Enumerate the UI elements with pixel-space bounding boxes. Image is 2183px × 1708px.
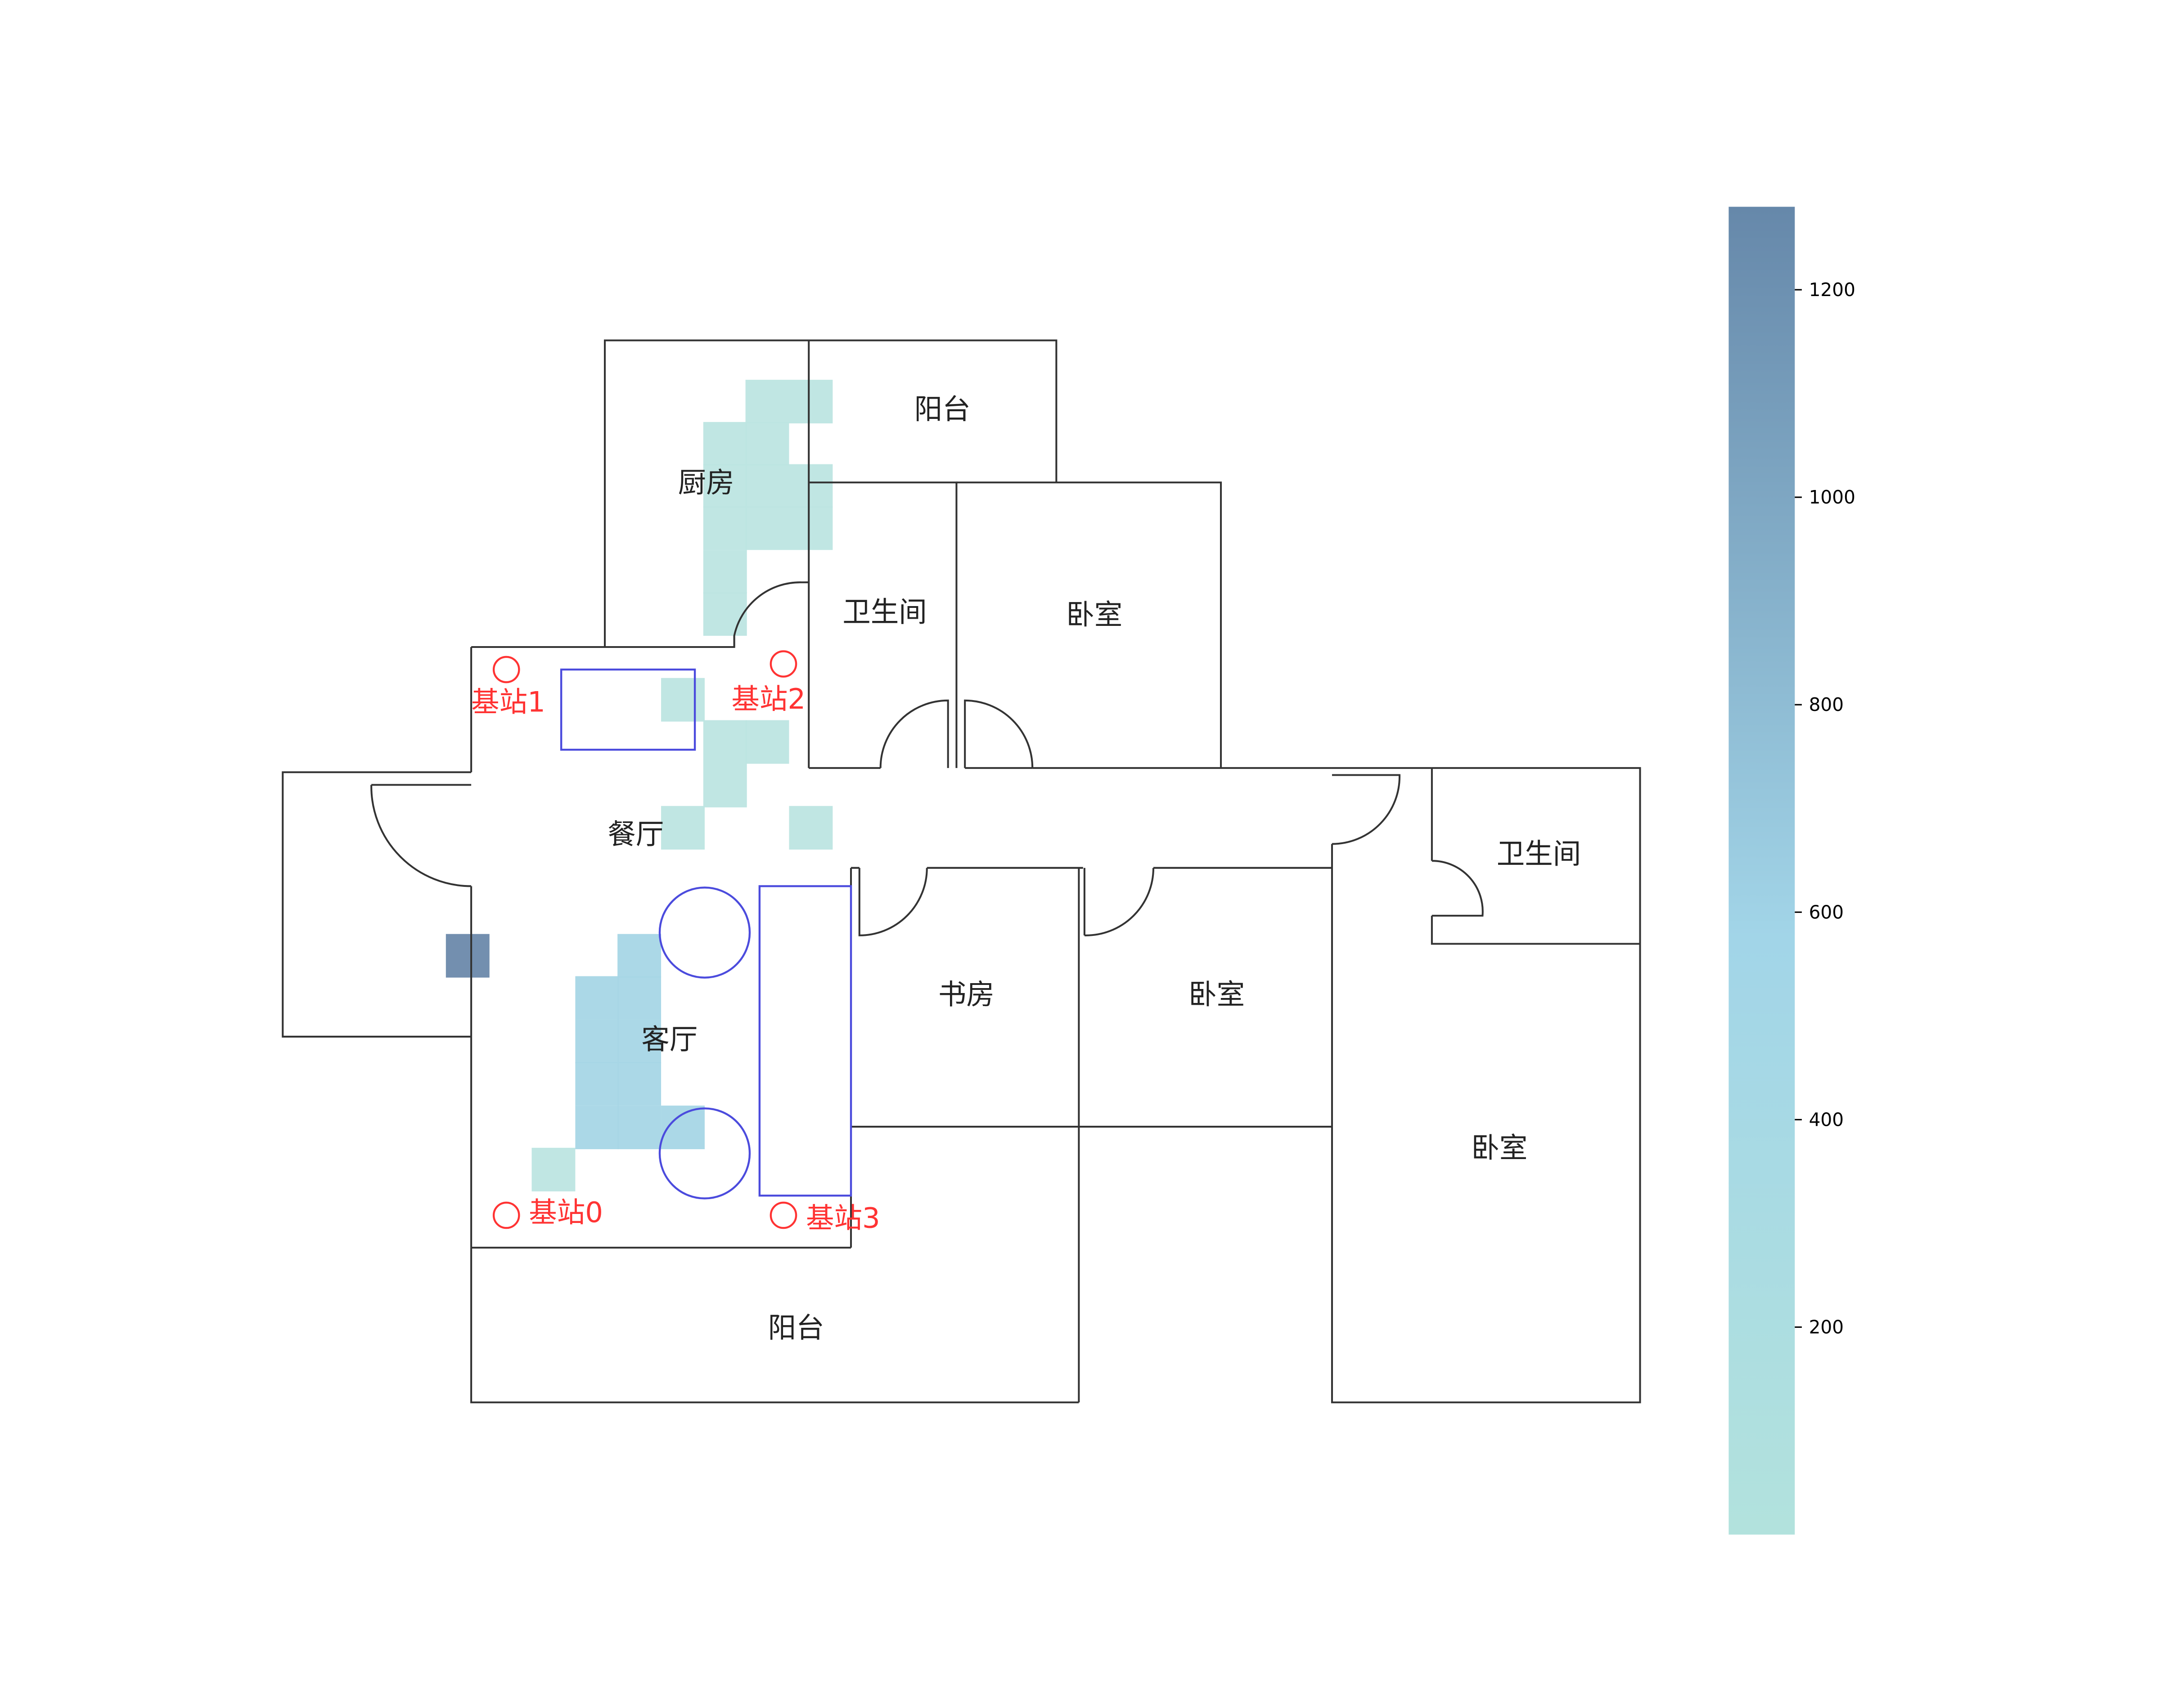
colorbar-tick-label: 1200 — [1809, 279, 1855, 301]
room-label-balcony-south: 阳台 — [768, 1312, 824, 1344]
heatmap-cell — [703, 764, 747, 808]
room-label-study: 书房 — [938, 978, 995, 1011]
heatmap-cell — [617, 1062, 662, 1106]
heatmap-cell — [617, 1106, 662, 1150]
station-label: 基站3 — [806, 1202, 880, 1235]
room-label-bedroom-1: 卧室 — [1066, 598, 1122, 631]
door-bed-2 — [1084, 867, 1155, 936]
heatmap-cell — [661, 806, 705, 850]
station-label: 基站0 — [529, 1196, 603, 1229]
heatmap-cell — [531, 1147, 576, 1191]
heatmap-cell — [575, 1106, 619, 1150]
heatmap-cell — [446, 934, 490, 978]
heatmap-cell — [745, 720, 789, 764]
heatmap-cell — [703, 720, 747, 764]
station-marker-icon — [770, 1201, 797, 1229]
heatmap-cell — [703, 464, 747, 508]
base-station-0: 基站0 — [492, 1196, 603, 1229]
tv-cabinet — [758, 885, 852, 1197]
heatmap-cell — [745, 380, 789, 423]
heatmap-cell — [617, 934, 662, 978]
heatmap-cell — [703, 592, 747, 636]
heatmap-cell — [789, 806, 833, 850]
room-label-kitchen: 厨房 — [678, 466, 734, 499]
base-stations: 基站0 基站1 基站2 基站3 — [471, 650, 880, 1235]
colorbar-gradient — [1728, 207, 1795, 1535]
station-marker-icon — [770, 650, 797, 678]
station-marker-icon — [492, 1201, 520, 1229]
room-label-living: 客厅 — [641, 1023, 698, 1056]
heatmap-cell — [745, 464, 789, 508]
base-station-1: 基站1 — [471, 656, 545, 718]
door-bath-2 — [1431, 860, 1484, 917]
kitchen-wall — [603, 339, 810, 768]
heatmap-cells — [446, 380, 833, 1191]
heatmap-cell — [745, 422, 789, 466]
colorbar-tick-label: 1000 — [1809, 486, 1855, 508]
station-label: 基站1 — [471, 685, 545, 718]
colorbar-tick-label: 200 — [1809, 1317, 1844, 1338]
room-label-bedroom-3: 卧室 — [1471, 1131, 1527, 1164]
station-marker-icon — [492, 656, 520, 683]
heatmap-cell — [703, 550, 747, 594]
heatmap-cell — [575, 976, 619, 1020]
colorbar: 200 400 600 800 1000 1200 — [1728, 207, 1855, 1535]
room-label-dining: 餐厅 — [608, 818, 664, 850]
heatmap-cell — [745, 506, 789, 550]
bedroom-1-wall — [956, 481, 1222, 768]
heatmap-cell — [575, 1062, 619, 1106]
armchair-top — [658, 886, 751, 979]
heatmap-cell — [617, 1020, 662, 1064]
door-entrance — [370, 785, 472, 887]
colorbar-tick-label: 600 — [1809, 901, 1844, 923]
colorbar-ticks: 200 400 600 800 1000 1200 — [1795, 279, 1855, 1338]
armchair-bottom — [658, 1107, 751, 1200]
heatmap-cell — [575, 1020, 619, 1064]
heatmap-cell — [789, 506, 833, 550]
balcony-north-wall — [809, 339, 1058, 483]
heatmap-cell — [661, 678, 705, 722]
room-label-balcony-north: 阳台 — [914, 393, 971, 426]
door-study — [858, 867, 928, 936]
heatmap-cell — [703, 506, 747, 550]
heatmap-cell — [617, 976, 662, 1020]
colorbar-tick-label: 800 — [1809, 694, 1844, 715]
room-label-bedroom-2: 卧室 — [1188, 978, 1245, 1011]
base-station-3: 基站3 — [770, 1201, 880, 1235]
station-label: 基站2 — [731, 683, 806, 715]
dining-table — [560, 668, 696, 751]
room-label-bathroom-1: 卫生间 — [842, 595, 927, 628]
door-kitchen — [733, 581, 809, 647]
balcony-south-wall — [470, 1247, 1079, 1403]
door-bath-1 — [879, 699, 949, 768]
heatmap-cell — [789, 464, 833, 508]
kitchen-bottom-wall — [471, 636, 735, 648]
heatmap-cell — [703, 422, 747, 466]
colorbar-tick-label: 400 — [1809, 1109, 1844, 1130]
door-bed-1 — [964, 699, 1034, 768]
room-label-bathroom-2: 卫生间 — [1497, 837, 1581, 870]
heatmap-cell — [789, 380, 833, 423]
walls — [282, 339, 1641, 1403]
furniture — [560, 668, 852, 1200]
base-station-2: 基站2 — [731, 650, 806, 715]
door-bed-3 — [1332, 774, 1401, 845]
